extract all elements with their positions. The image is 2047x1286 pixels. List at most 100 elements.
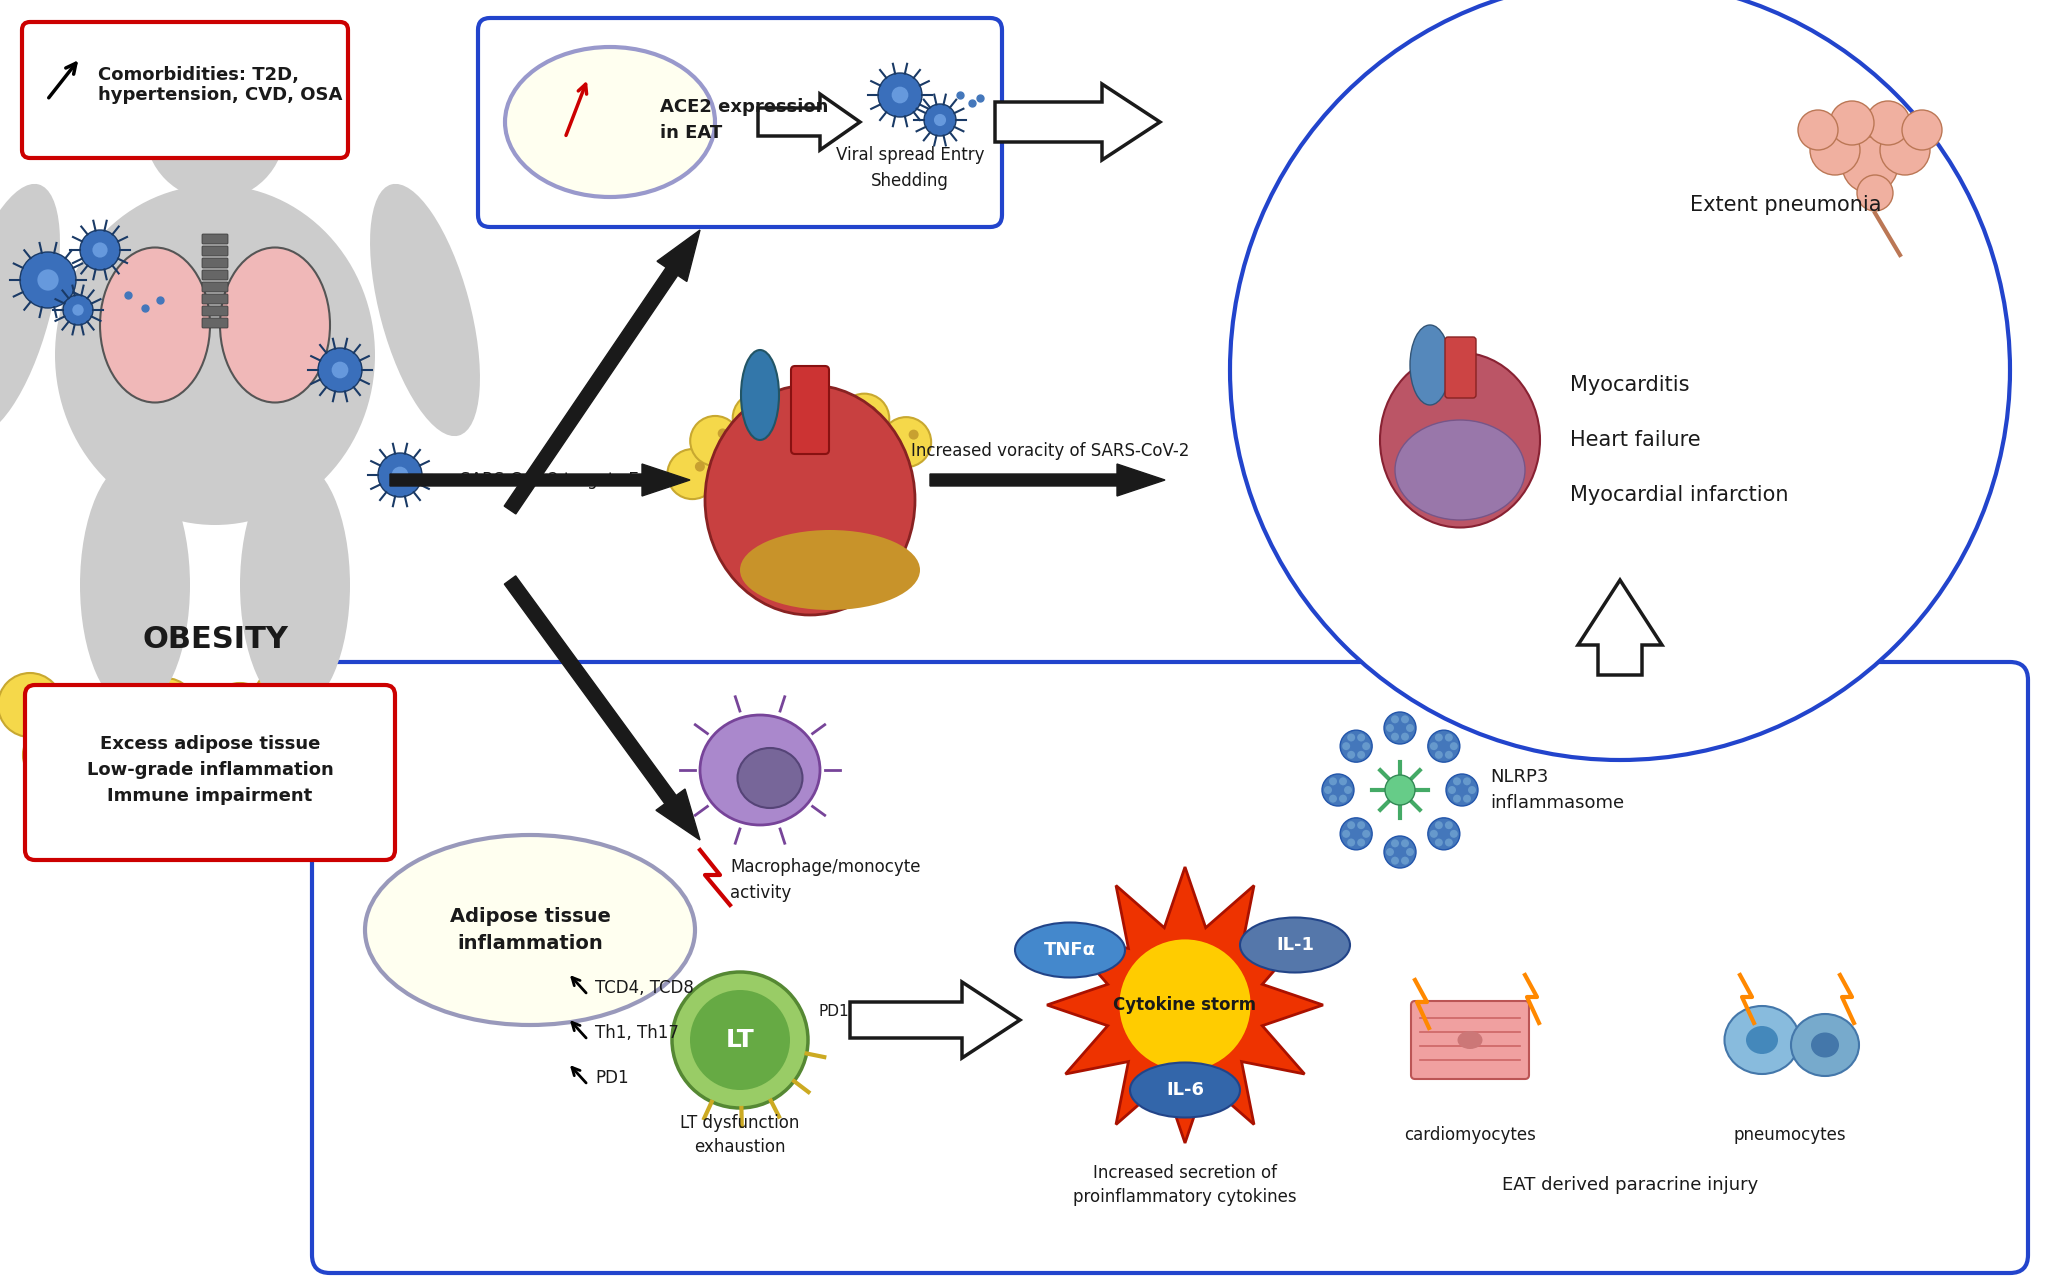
Circle shape <box>43 698 106 763</box>
FancyBboxPatch shape <box>790 367 829 454</box>
Circle shape <box>199 714 211 727</box>
Circle shape <box>1343 742 1351 750</box>
Ellipse shape <box>1746 1026 1779 1055</box>
Circle shape <box>759 405 770 415</box>
FancyBboxPatch shape <box>203 258 227 267</box>
Text: Myocarditis: Myocarditis <box>1570 376 1689 395</box>
Circle shape <box>244 700 256 711</box>
Circle shape <box>1329 777 1337 786</box>
FancyBboxPatch shape <box>23 22 348 158</box>
Circle shape <box>694 462 704 472</box>
Circle shape <box>1810 125 1861 175</box>
Circle shape <box>1449 829 1457 838</box>
Ellipse shape <box>219 247 330 403</box>
Circle shape <box>1453 777 1462 786</box>
Text: cardiomyocytes: cardiomyocytes <box>1404 1127 1535 1145</box>
Circle shape <box>880 417 931 467</box>
Ellipse shape <box>1130 1062 1240 1118</box>
Circle shape <box>667 449 716 499</box>
Circle shape <box>1431 742 1437 750</box>
Circle shape <box>933 114 946 126</box>
Ellipse shape <box>0 184 59 436</box>
Polygon shape <box>995 84 1161 159</box>
Ellipse shape <box>1240 917 1351 972</box>
Circle shape <box>1445 838 1453 846</box>
Circle shape <box>1830 102 1873 145</box>
Circle shape <box>117 718 180 782</box>
Circle shape <box>0 673 61 737</box>
Circle shape <box>1429 730 1460 763</box>
Circle shape <box>313 703 325 716</box>
Ellipse shape <box>55 185 375 525</box>
Text: IL-1: IL-1 <box>1275 936 1314 954</box>
Circle shape <box>23 723 88 787</box>
Text: Macrophage/monocyte
activity: Macrophage/monocyte activity <box>731 859 921 901</box>
Text: Increased voracity of SARS-CoV-2: Increased voracity of SARS-CoV-2 <box>911 442 1189 460</box>
Text: LT: LT <box>725 1028 755 1052</box>
Circle shape <box>1392 733 1398 741</box>
Circle shape <box>37 269 59 291</box>
Text: Adipose tissue
inflammation: Adipose tissue inflammation <box>450 907 610 953</box>
Circle shape <box>1345 786 1351 793</box>
Circle shape <box>63 294 92 325</box>
Circle shape <box>334 729 346 742</box>
Circle shape <box>1392 715 1398 723</box>
Text: Extent pneumonia: Extent pneumonia <box>1691 195 1881 215</box>
Circle shape <box>1445 774 1478 806</box>
Circle shape <box>1453 795 1462 802</box>
Circle shape <box>1347 751 1355 759</box>
Circle shape <box>892 86 909 103</box>
Text: SARS-CoV-2 targets EAT: SARS-CoV-2 targets EAT <box>461 471 659 489</box>
Ellipse shape <box>1380 352 1539 527</box>
Ellipse shape <box>1015 922 1126 977</box>
Circle shape <box>317 349 362 392</box>
FancyBboxPatch shape <box>203 306 227 316</box>
Polygon shape <box>504 576 700 840</box>
Circle shape <box>72 305 84 315</box>
Text: Heart failure: Heart failure <box>1570 430 1701 450</box>
Circle shape <box>1406 847 1414 856</box>
Circle shape <box>88 688 151 752</box>
Circle shape <box>813 397 823 408</box>
Text: LT dysfunction
exhaustion: LT dysfunction exhaustion <box>680 1114 800 1156</box>
Circle shape <box>1445 751 1453 759</box>
Circle shape <box>379 453 422 496</box>
Circle shape <box>1386 847 1394 856</box>
Ellipse shape <box>239 460 350 710</box>
Circle shape <box>878 73 921 117</box>
FancyBboxPatch shape <box>203 282 227 292</box>
Circle shape <box>1341 730 1371 763</box>
Ellipse shape <box>1724 1006 1799 1074</box>
Circle shape <box>33 689 45 702</box>
Circle shape <box>1902 111 1943 150</box>
Circle shape <box>78 714 90 727</box>
Circle shape <box>1400 856 1408 864</box>
Circle shape <box>1867 102 1910 145</box>
Circle shape <box>145 60 285 201</box>
Circle shape <box>102 745 117 756</box>
Ellipse shape <box>80 460 190 710</box>
Circle shape <box>209 683 272 747</box>
Text: EAT derived paracrine injury: EAT derived paracrine injury <box>1502 1175 1758 1193</box>
Circle shape <box>1347 822 1355 829</box>
Ellipse shape <box>737 748 802 808</box>
FancyBboxPatch shape <box>194 198 235 242</box>
Circle shape <box>733 394 782 442</box>
Circle shape <box>1435 822 1443 829</box>
Circle shape <box>1842 138 1898 193</box>
Ellipse shape <box>704 385 915 615</box>
Polygon shape <box>1046 867 1322 1143</box>
Text: Myocardial infarction: Myocardial infarction <box>1570 485 1789 505</box>
Circle shape <box>690 415 741 466</box>
Circle shape <box>839 394 888 444</box>
Circle shape <box>278 688 342 752</box>
Polygon shape <box>1578 580 1662 675</box>
FancyBboxPatch shape <box>25 685 395 860</box>
Circle shape <box>1339 795 1347 802</box>
Circle shape <box>151 734 164 747</box>
Circle shape <box>1445 822 1453 829</box>
Circle shape <box>1449 742 1457 750</box>
Circle shape <box>1357 822 1365 829</box>
Polygon shape <box>757 94 860 150</box>
Circle shape <box>1341 818 1371 850</box>
